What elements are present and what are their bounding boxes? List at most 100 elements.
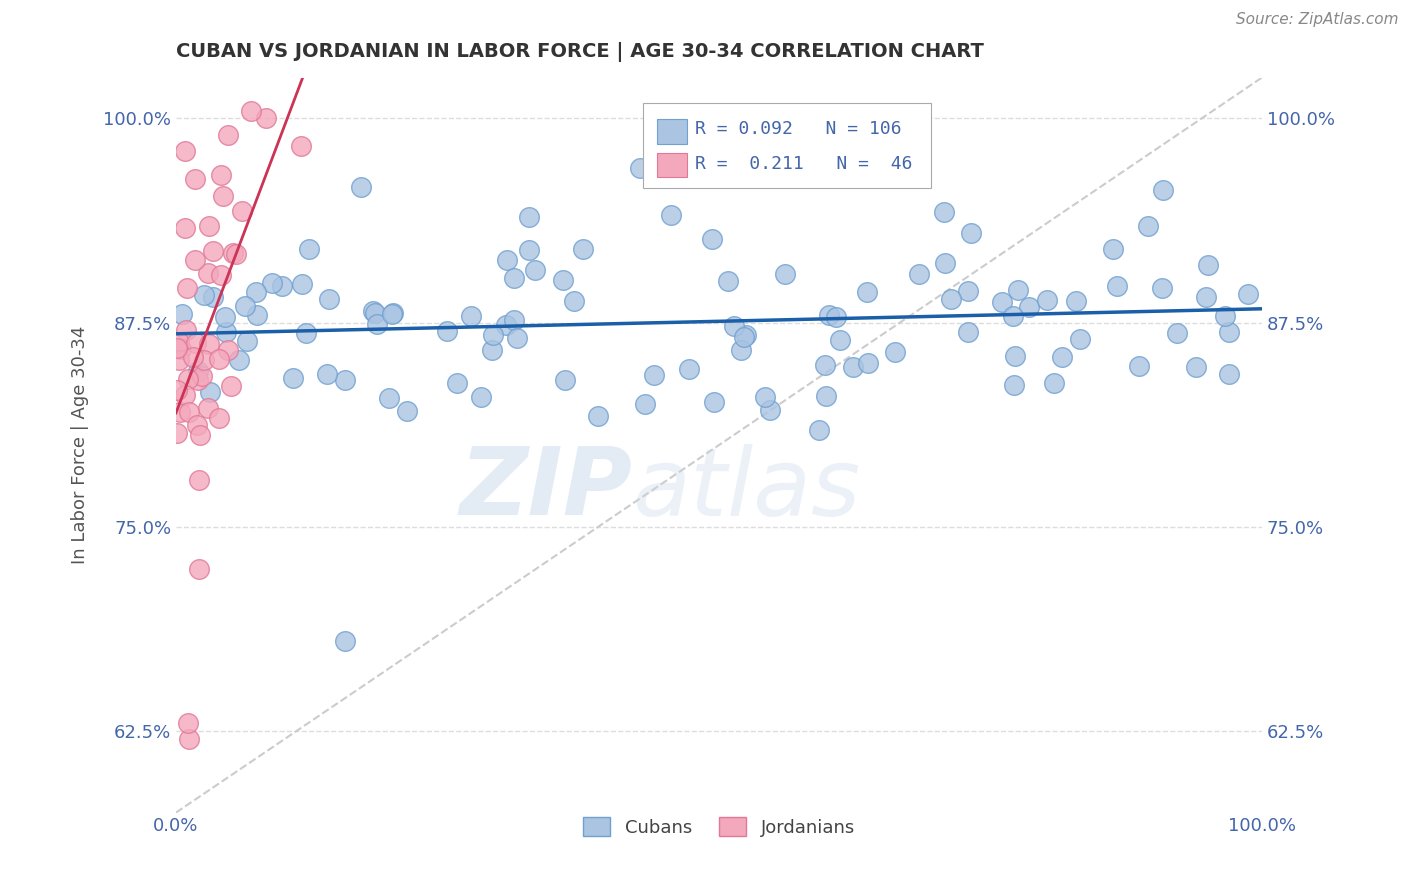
Point <box>1050 350 1073 364</box>
Point <box>174 388 197 402</box>
Point <box>166 383 188 397</box>
Text: atlas: atlas <box>633 443 860 534</box>
Point <box>179 732 201 747</box>
Point <box>991 294 1014 309</box>
Point <box>678 362 700 376</box>
Point <box>208 411 231 425</box>
Point <box>470 390 492 404</box>
Point <box>350 180 373 194</box>
Point <box>856 285 879 299</box>
Point <box>460 309 482 323</box>
Point <box>495 253 517 268</box>
Point <box>381 306 404 320</box>
Point <box>1043 376 1066 391</box>
Point <box>335 634 357 648</box>
Point <box>363 303 385 318</box>
Point <box>884 344 907 359</box>
Point <box>169 405 191 419</box>
Point <box>1128 359 1150 373</box>
Point <box>730 343 752 358</box>
Point <box>290 138 312 153</box>
Point <box>733 330 755 344</box>
Point <box>187 364 209 378</box>
Point <box>1018 300 1040 314</box>
Point <box>502 271 524 285</box>
Point <box>703 395 725 409</box>
Point <box>297 242 319 256</box>
Point <box>960 226 983 240</box>
Point <box>446 376 468 390</box>
Point <box>186 417 208 432</box>
Point <box>436 324 458 338</box>
Point <box>554 373 576 387</box>
Point <box>1036 293 1059 307</box>
Point <box>217 343 239 358</box>
Point <box>754 390 776 404</box>
Point <box>775 267 797 281</box>
Point <box>170 343 193 357</box>
Point <box>188 562 211 576</box>
Point <box>814 358 837 372</box>
Point <box>1197 259 1219 273</box>
Point <box>233 299 256 313</box>
Point <box>188 427 211 442</box>
Point <box>553 273 575 287</box>
Point <box>245 285 267 299</box>
Point <box>201 244 224 258</box>
Point <box>1004 349 1026 363</box>
Point <box>1105 279 1128 293</box>
Point <box>1136 219 1159 234</box>
FancyBboxPatch shape <box>657 153 688 177</box>
Point <box>202 290 225 304</box>
Point <box>219 378 242 392</box>
Point <box>723 319 745 334</box>
Point <box>318 292 340 306</box>
Point <box>524 263 547 277</box>
Point <box>934 256 956 270</box>
Text: R = 0.092   N = 106: R = 0.092 N = 106 <box>695 120 901 138</box>
Point <box>517 244 540 258</box>
Text: R =  0.211   N =  46: R = 0.211 N = 46 <box>695 154 912 172</box>
Point <box>908 267 931 281</box>
Point <box>395 404 418 418</box>
Point <box>181 350 204 364</box>
Point <box>1064 294 1087 309</box>
Point <box>366 317 388 331</box>
Point <box>184 172 207 186</box>
Point <box>808 423 831 437</box>
Point <box>932 204 955 219</box>
Point <box>957 325 980 339</box>
Point <box>197 266 219 280</box>
Point <box>1185 359 1208 374</box>
Point <box>939 292 962 306</box>
Point <box>335 373 357 387</box>
Point <box>1152 182 1174 196</box>
Point <box>191 369 214 384</box>
Point <box>517 210 540 224</box>
Point <box>643 368 665 382</box>
Point <box>659 208 682 222</box>
Point <box>503 312 526 326</box>
Point <box>177 715 200 730</box>
Point <box>1166 326 1188 340</box>
Point <box>235 334 257 348</box>
Point <box>291 277 314 291</box>
Point <box>246 308 269 322</box>
Point <box>1195 290 1218 304</box>
FancyBboxPatch shape <box>657 120 688 144</box>
Point <box>217 128 239 142</box>
Point <box>1002 378 1025 392</box>
Point <box>817 308 839 322</box>
Point <box>215 325 238 339</box>
Point <box>208 351 231 366</box>
Point <box>1236 286 1258 301</box>
Point <box>295 326 318 341</box>
Point <box>177 372 200 386</box>
Point <box>198 336 221 351</box>
Point <box>187 473 209 487</box>
Point <box>167 353 190 368</box>
Point <box>956 284 979 298</box>
Point <box>1213 309 1236 323</box>
Point <box>187 373 209 387</box>
Point <box>214 310 236 325</box>
